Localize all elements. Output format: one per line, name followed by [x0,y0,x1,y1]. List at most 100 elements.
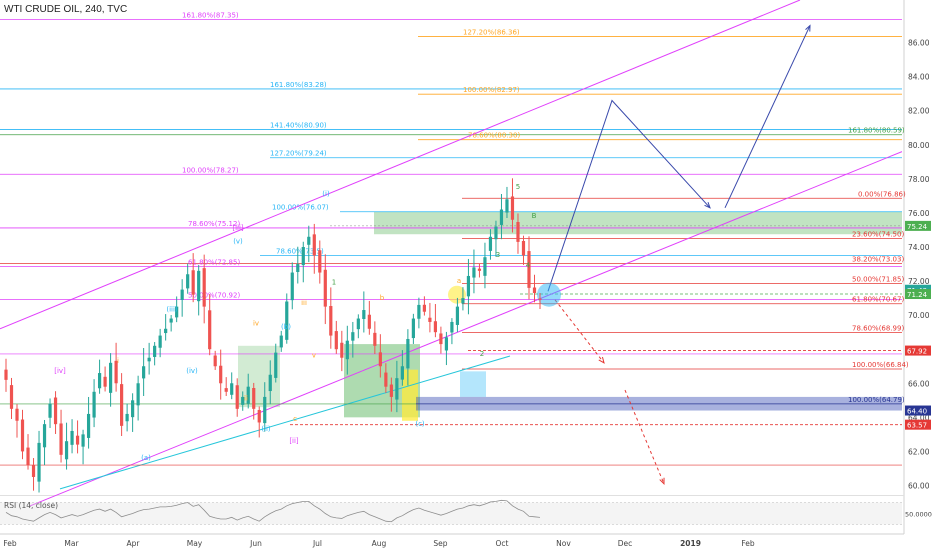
candle-body [312,234,316,256]
candle-body [120,384,124,426]
fib-level-label: 38.20%(73.03) [852,256,904,264]
drawings-layer [0,0,903,507]
price-badge [905,220,931,231]
candle-body [466,275,471,297]
candle-body [92,391,96,418]
candles-layer [4,178,542,493]
candle-body [20,419,25,452]
labels-layer: (i)(ii)(iii)(iv)(v)iiiiiiivv12345abc(a)(… [54,183,536,462]
candle-body [433,321,438,333]
rsi-title: RSI (14, close) [4,501,58,510]
candle-body [70,430,74,445]
wave-label: 2 [480,350,484,358]
wave-label: iv [253,319,259,327]
candle-body [274,352,278,378]
candle-body [37,442,41,482]
wave-label: (ii) [261,425,271,433]
fib-level-label: 23.60%(74.50) [852,230,904,238]
candle-body [516,222,520,242]
candle-body [230,383,234,395]
candle-body [175,306,179,318]
fib-level-label: 50.00%(70.92) [188,291,240,299]
candle-body [400,366,404,380]
y-tick-label: 80.00 [908,141,930,150]
fib-level-label: 161.80%(83.28) [270,81,327,89]
wave-label: (iv) [186,367,198,375]
y-tick-label: 78.00 [908,175,930,184]
candle-body [279,335,283,348]
wave-label: [ii] [289,437,299,445]
candle-body [499,209,504,225]
candle-body [345,340,349,360]
candle-body [208,310,212,350]
candle-body [521,240,526,256]
candle-body [334,331,338,350]
rsi-line [5,499,541,523]
candle-body [268,374,272,392]
candle-body [48,403,52,418]
projection-arrow-1 [547,99,711,292]
x-tick-label: Sep [433,539,447,548]
rsi-band [0,502,902,525]
candle-body [153,345,157,357]
wave-label: 1 [332,278,336,286]
fib-level-label: 100.00%(78.27) [182,166,239,174]
fib-level-label: 78.60%(68.99) [852,324,904,332]
candle-body [439,333,443,345]
candle-body [224,388,228,392]
channel-lower-line [29,151,903,507]
candle-body [444,337,449,351]
rsi-layer: RSI (14, close) 50.0000 [0,499,932,525]
candle-body [340,342,344,358]
candle-body [461,298,465,304]
x-tick-label: Feb [3,539,17,548]
candle-body [131,400,135,418]
y-tick-label: 72.00 [908,277,930,286]
candle-body [406,338,410,369]
candle-body [472,267,476,278]
support-zone-yellow [402,369,418,421]
fib-levels-layer: 161.80%(87.35) 127.20%(86.36) 161.80%(83.2… [0,12,909,405]
projection-arrow-1-head [704,201,711,209]
candle-body [235,385,239,409]
candle-body [417,304,421,319]
bear-arrow-2 [624,389,665,484]
candle-body [318,250,322,273]
y-tick-label: 70.00 [908,311,930,320]
wave-label: (iii) [166,306,178,314]
price-badge-label: 67.92 [907,348,927,356]
y-tick-label: 60.00 [908,481,930,490]
fib-level-label: 78.60%(75.12) [188,220,240,228]
wave-label: v [312,352,316,360]
wave-label: b [380,294,385,302]
wave-label: (v) [233,238,243,246]
candle-body [246,386,250,404]
candle-body [290,272,294,301]
candle-body [114,360,118,384]
wave-label: B [532,212,537,220]
x-tick-label: Dec [618,539,633,548]
candle-body [351,332,355,341]
candle-body [219,365,223,384]
y-tick-label: 74.00 [908,243,930,252]
candle-body [53,397,58,425]
wave-label: a [457,277,461,285]
x-tick-label: Aug [372,539,387,548]
candle-body [263,396,267,424]
price-badge-label: 64.40 [907,408,927,416]
projection-arrow-2-head [805,24,811,32]
wave-label: [iv] [54,367,66,375]
price-badge-label: 63.57 [907,422,927,430]
wave-label: c [293,415,297,423]
candle-body [483,257,487,276]
projection-arrow-2 [724,25,811,209]
target-zone-green [374,211,902,235]
wave-label: (c) [415,420,425,428]
y-tick-label: 82.00 [908,107,930,116]
channel-upper-line [0,0,801,330]
price-badge-label: 71.24 [907,291,928,299]
x-tick-label: May [187,539,203,548]
